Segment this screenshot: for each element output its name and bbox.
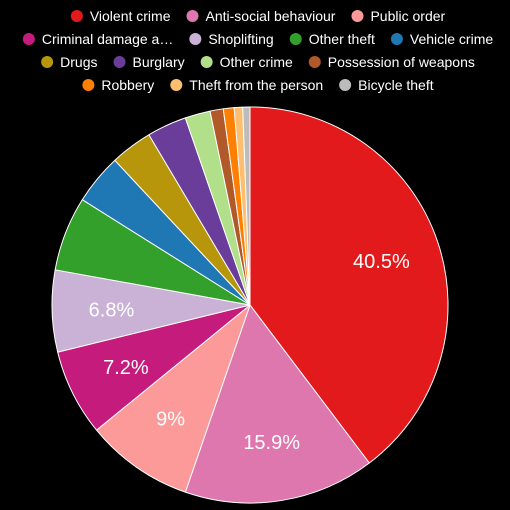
slice-label-public-order: 9% — [156, 409, 185, 431]
legend-item-burglary: Burglary — [113, 54, 185, 70]
legend-marker — [289, 33, 302, 45]
legend-label: Shoplifting — [208, 31, 273, 47]
legend-item-vehicle-crime: Vehicle crime — [390, 31, 493, 47]
legend-marker — [308, 56, 321, 68]
pie-slice-bicycle-theft — [242, 106, 251, 306]
slice-label-violent-crime: 40.5% — [353, 251, 410, 273]
legend-item-drugs: Drugs — [41, 54, 98, 70]
pie-slice-anti-social-behaviour — [184, 304, 370, 504]
legend-label: Robbery — [101, 77, 154, 93]
legend-marker — [351, 10, 364, 22]
slice-label-anti-social-behaviour: 15.9% — [243, 432, 300, 454]
legend-marker — [70, 10, 83, 22]
legend-item-possession-of-weapons: Possession of weapons — [308, 54, 475, 70]
legend-marker — [339, 79, 352, 91]
legend-label: Other crime — [220, 54, 293, 70]
slice-label-shoplifting: 6.8% — [89, 299, 135, 321]
slice-label-criminal-damage-a: 7.2% — [103, 357, 149, 379]
legend-label: Vehicle crime — [410, 31, 493, 47]
legend-label: Other theft — [309, 31, 375, 47]
legend-item-shoplifting: Shoplifting — [189, 31, 274, 47]
legend-label: Violent crime — [90, 8, 171, 24]
legend-marker — [113, 56, 126, 68]
legend-item-robbery: Robbery — [82, 77, 154, 93]
legend-marker — [82, 79, 95, 91]
legend-item-anti-social-behaviour: Anti-social behaviour — [186, 8, 336, 24]
legend-item-public-order: Public order — [351, 8, 446, 24]
legend-label: Bicycle theft — [358, 77, 434, 93]
legend-marker — [186, 10, 199, 22]
legend-item-other-theft: Other theft — [289, 31, 375, 47]
legend-item-criminal-damage-a: Criminal damage a… — [22, 31, 174, 47]
legend-item-bicycle-theft: Bicycle theft — [339, 77, 434, 93]
legend-label: Anti-social behaviour — [206, 8, 336, 24]
legend-label: Drugs — [60, 54, 97, 70]
pie-slice-violent-crime — [249, 106, 449, 464]
legend-label: Public order — [370, 8, 445, 24]
legend-label: Criminal damage a… — [42, 31, 174, 47]
legend-marker — [189, 33, 202, 45]
legend-item-other-crime: Other crime — [200, 54, 293, 70]
legend-marker — [41, 56, 54, 68]
slice-labels: 40.5% 15.9% 9% 7.2% 6.8% — [89, 251, 410, 454]
legend-label: Possession of weapons — [328, 54, 475, 70]
legend: Violent crime Anti-social behaviour Public… — [22, 8, 493, 93]
legend-item-theft-from-the-person: Theft from the person — [170, 77, 323, 93]
legend-label: Theft from the person — [189, 77, 323, 93]
legend-item-violent-crime: Violent crime — [70, 8, 171, 24]
legend-marker — [200, 56, 213, 68]
legend-marker — [22, 33, 35, 45]
legend-marker — [170, 79, 183, 91]
pie-slices — [51, 106, 449, 504]
legend-marker — [390, 33, 403, 45]
legend-label: Burglary — [133, 54, 185, 70]
pie-slice-public-order — [96, 304, 251, 493]
